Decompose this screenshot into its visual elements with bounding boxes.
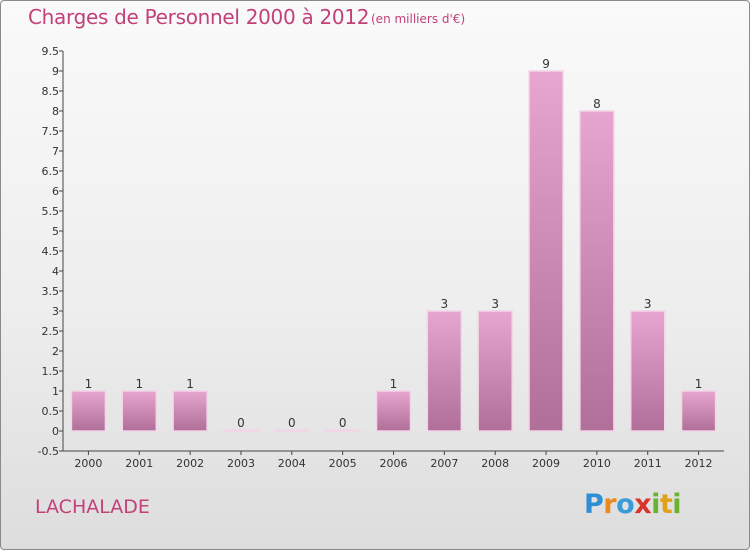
bar (477, 310, 513, 432)
x-tick-label: 2002 (176, 457, 204, 470)
y-tick-label: 5.5 (42, 205, 60, 218)
x-tick-label: 2001 (125, 457, 153, 470)
x-tick-label: 2011 (634, 457, 662, 470)
bar (375, 390, 412, 432)
y-tick-label: 2.5 (42, 325, 60, 338)
data-label: 8 (593, 97, 601, 111)
logo-letter: t (659, 489, 673, 520)
data-label: 0 (288, 416, 296, 430)
bar (223, 429, 259, 432)
bar (274, 429, 310, 432)
y-tick-label: 5 (52, 225, 59, 238)
data-label: 0 (237, 416, 245, 430)
x-tick-label: 2007 (430, 457, 458, 470)
y-tick-label: 7 (52, 145, 59, 158)
y-tick-label: 1 (52, 385, 59, 398)
y-tick-label: 0 (52, 425, 59, 438)
data-label: 0 (339, 416, 347, 430)
y-tick-label: 8 (52, 105, 59, 118)
y-tick-label: 3 (52, 305, 59, 318)
chart-subtitle: (en milliers d'€) (371, 12, 466, 26)
bar (70, 390, 107, 432)
data-label: 3 (644, 297, 652, 311)
bars: 1 1 1 0 0 0 1 3 3 9 8 3 1 (70, 57, 717, 432)
data-label: 3 (491, 297, 499, 311)
bar (324, 429, 361, 432)
y-tick-label: 3.5 (42, 285, 60, 298)
y-tick-label: 0.5 (42, 405, 60, 418)
bar (680, 390, 717, 432)
bar (579, 110, 615, 432)
x-tick-label: 2000 (74, 457, 102, 470)
x-tick-label: 2004 (278, 457, 306, 470)
logo-letter: x (634, 489, 652, 520)
x-tick-label: 2012 (685, 457, 713, 470)
y-axis: -0.5 0 0.5 1 1.5 2 2.5 3 3.5 4 4.5 5 5.5 6 6.5 7 7.5 8 8.5… (38, 45, 64, 458)
logo-letter: P (584, 489, 604, 520)
y-tick-label: 2 (52, 345, 59, 358)
x-tick-label: 2005 (329, 457, 357, 470)
logo-letter: r (603, 489, 617, 520)
commune-name: LACHALADE (35, 496, 150, 518)
bar (426, 310, 463, 432)
logo-letter: o (616, 489, 635, 520)
y-tick-label: 1.5 (42, 365, 60, 378)
data-label: 1 (695, 377, 703, 391)
chart-title: Charges de Personnel 2000 à 2012 (28, 5, 370, 29)
bar (172, 390, 208, 432)
y-tick-label: 6 (52, 185, 59, 198)
y-tick-label: 4.5 (42, 245, 60, 258)
y-tick-label: 6.5 (42, 165, 60, 178)
logo-letter: i (672, 489, 682, 520)
x-tick-label: 2006 (380, 457, 408, 470)
x-tick-label: 2008 (481, 457, 509, 470)
bar (121, 390, 158, 432)
proxiti-logo[interactable]: Proxiti (584, 489, 682, 520)
y-tick-label: 8.5 (42, 85, 60, 98)
data-label: 1 (390, 377, 398, 391)
logo-letter: i (651, 489, 660, 520)
y-tick-label: -0.5 (38, 445, 59, 458)
data-label: 9 (542, 57, 550, 71)
x-axis: 2000 2001 2002 2003 2004 2005 2006 2007 2008 2009… (63, 450, 724, 470)
x-tick-label: 2010 (583, 457, 611, 470)
y-tick-label: 9 (52, 65, 59, 78)
y-tick-label: 7.5 (42, 125, 60, 138)
bar (528, 70, 564, 432)
y-tick-label: 9.5 (42, 45, 60, 58)
bar (629, 310, 666, 432)
x-tick-label: 2009 (532, 457, 560, 470)
data-label: 1 (186, 377, 194, 391)
x-tick-label: 2003 (227, 457, 255, 470)
data-label: 1 (135, 377, 143, 391)
y-tick-label: 4 (52, 265, 59, 278)
data-label: 1 (85, 377, 93, 391)
data-label: 3 (441, 297, 449, 311)
